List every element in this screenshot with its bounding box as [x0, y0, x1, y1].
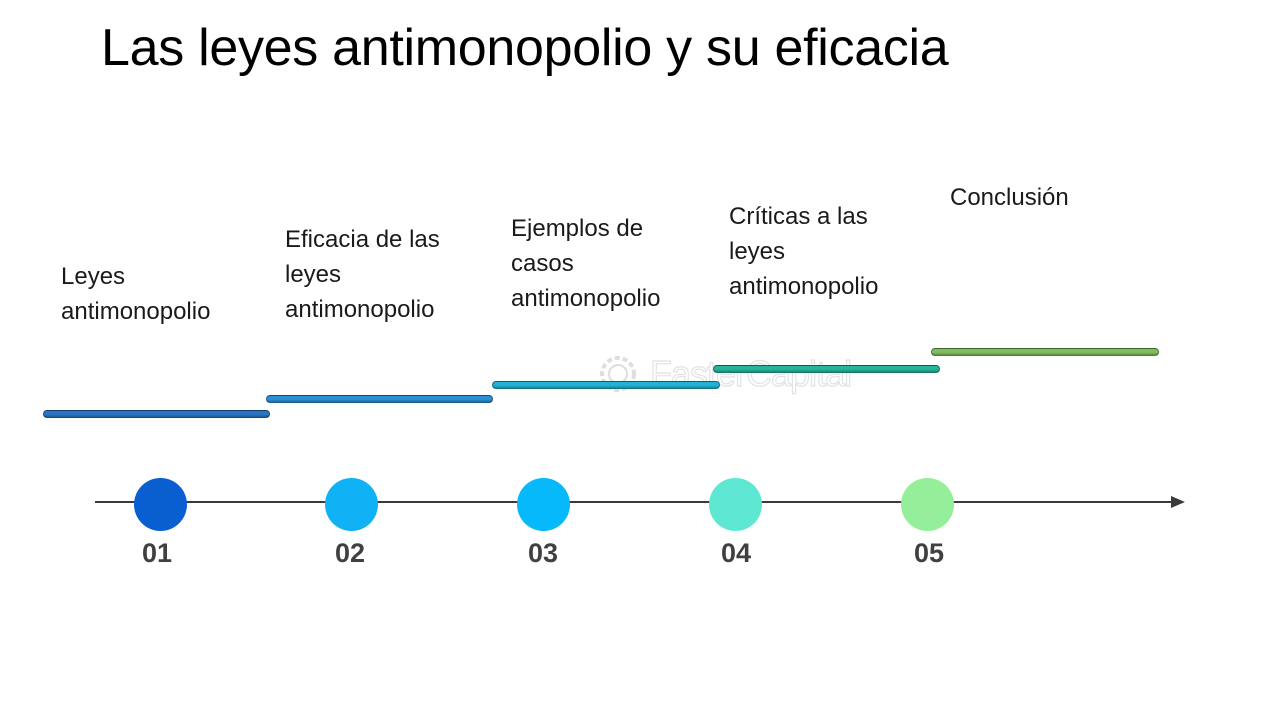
step-5-number: 05	[913, 538, 945, 568]
step-1-bar	[43, 410, 270, 418]
step-3-label-line: casos	[511, 250, 574, 277]
step-2-dot	[325, 478, 378, 531]
step-3-label-line: antimonopolio	[511, 285, 661, 312]
step-3-label-line: Ejemplos de	[511, 215, 644, 242]
step-4-label-line: antimonopolio	[729, 273, 879, 300]
step-4-label-line: leyes	[729, 238, 786, 265]
step-4-label-line: Críticas a las	[729, 203, 868, 230]
step-2-label-line: Eficacia de las	[285, 226, 440, 253]
step-2-number: 02	[334, 538, 366, 568]
step-3-bar	[492, 381, 720, 389]
watermark: FasterCapital	[592, 348, 853, 400]
step-5-dot	[901, 478, 954, 531]
step-3-label: Ejemplos de casos antimonopolio	[511, 211, 660, 316]
slide-title: Las leyes antimonopolio y su eficacia	[101, 19, 949, 77]
step-5-label: Conclusión	[950, 180, 1069, 215]
step-4-number: 04	[720, 538, 752, 568]
step-2-bar	[266, 395, 493, 403]
step-1-label: Leyes antimonopolio	[61, 259, 210, 329]
timeline-arrow-icon	[1171, 496, 1185, 508]
step-1-label-line: Leyes	[61, 263, 126, 290]
step-2-label: Eficacia de las leyes antimonopolio	[285, 222, 440, 327]
step-1-number: 01	[141, 538, 173, 568]
step-1-dot	[134, 478, 187, 531]
step-2-label-line: antimonopolio	[285, 296, 435, 323]
step-2-label-line: leyes	[285, 261, 342, 288]
timeline-axis	[95, 501, 1173, 503]
step-4-label: Críticas a las leyes antimonopolio	[729, 199, 878, 304]
gear-icon	[600, 356, 636, 392]
step-5-bar	[931, 348, 1159, 356]
step-4-bar	[713, 365, 940, 373]
step-5-label-line: Conclusión	[950, 184, 1069, 211]
step-3-number: 03	[527, 538, 559, 568]
step-1-label-line: antimonopolio	[61, 298, 211, 325]
step-4-dot	[709, 478, 762, 531]
step-3-dot	[517, 478, 570, 531]
